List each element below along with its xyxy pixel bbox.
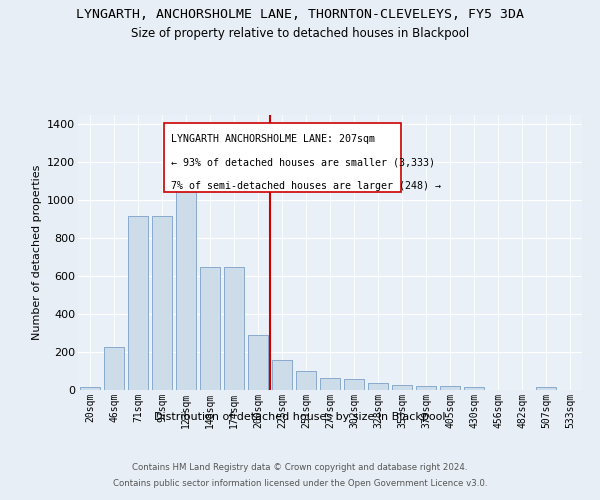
Bar [416,386,436,390]
Bar [248,335,268,390]
Bar [296,371,316,390]
Bar [224,266,244,390]
Bar [536,387,556,390]
Y-axis label: Number of detached properties: Number of detached properties [32,165,41,340]
FancyBboxPatch shape [164,123,401,192]
Bar [104,348,124,390]
Bar [200,266,220,390]
Bar [80,387,100,390]
Text: Contains public sector information licensed under the Open Government Licence v3: Contains public sector information licen… [113,479,487,488]
Bar [392,386,412,390]
Bar [368,384,388,390]
Text: LYNGARTH ANCHORSHOLME LANE: 207sqm: LYNGARTH ANCHORSHOLME LANE: 207sqm [171,134,375,144]
Text: LYNGARTH, ANCHORSHOLME LANE, THORNTON-CLEVELEYS, FY5 3DA: LYNGARTH, ANCHORSHOLME LANE, THORNTON-CL… [76,8,524,20]
Text: Distribution of detached houses by size in Blackpool: Distribution of detached houses by size … [154,412,446,422]
Bar [128,216,148,390]
Bar [344,378,364,390]
Bar [464,387,484,390]
Bar [320,378,340,390]
Text: Size of property relative to detached houses in Blackpool: Size of property relative to detached ho… [131,28,469,40]
Bar [272,360,292,390]
Text: Contains HM Land Registry data © Crown copyright and database right 2024.: Contains HM Land Registry data © Crown c… [132,462,468,471]
Bar [176,185,196,390]
Text: ← 93% of detached houses are smaller (3,333): ← 93% of detached houses are smaller (3,… [171,158,435,168]
Bar [152,216,172,390]
Bar [440,386,460,390]
Text: 7% of semi-detached houses are larger (248) →: 7% of semi-detached houses are larger (2… [171,181,441,191]
